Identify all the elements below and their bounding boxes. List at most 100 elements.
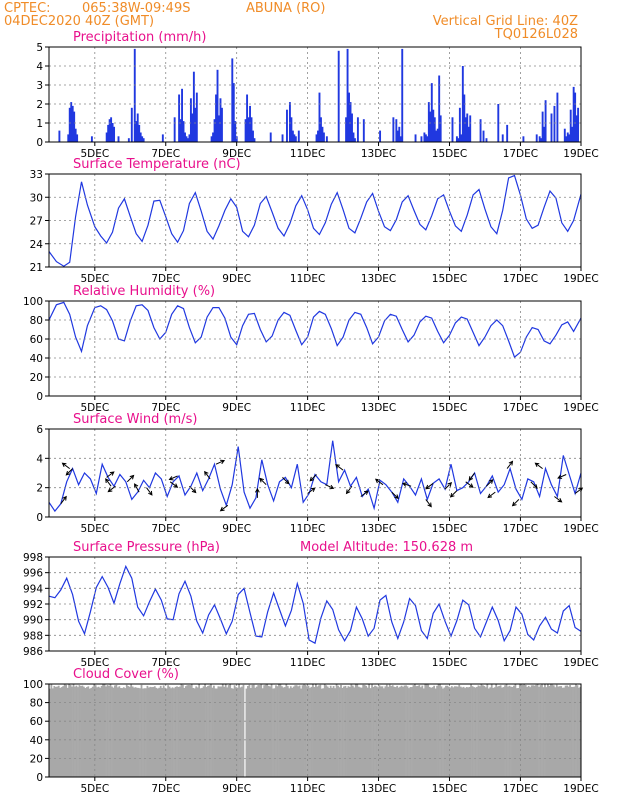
cloud-bar <box>198 684 201 777</box>
precip-bar <box>337 50 340 142</box>
cloud-bar <box>168 686 171 777</box>
wind-vector <box>189 485 197 494</box>
cloud-bar <box>402 686 404 777</box>
cloud-bar <box>338 687 341 777</box>
y-tick-label: 40 <box>30 735 43 747</box>
cloud-bar <box>461 687 464 777</box>
precip-bar <box>213 119 216 142</box>
cloud-bar <box>520 684 523 777</box>
x-tick-label: 7DEC <box>151 783 180 795</box>
y-tick-label: 994 <box>23 583 43 595</box>
precip-bar <box>436 128 439 142</box>
precip-bar <box>70 102 73 142</box>
cloud-bar <box>399 686 402 777</box>
precip-bar <box>281 134 284 142</box>
precip-bar <box>130 107 133 142</box>
cloud-bar <box>232 688 235 777</box>
cloud-bar <box>257 685 260 777</box>
x-tick-label: 11DEC <box>290 657 325 669</box>
cloud-bar <box>226 687 229 777</box>
cloud-bar <box>298 685 301 777</box>
precip-bar <box>317 130 319 142</box>
precip-bar <box>315 134 318 142</box>
cloud-bar <box>105 686 107 777</box>
cloud-bar <box>576 685 579 777</box>
cloud-bar <box>150 687 153 777</box>
precip-bar <box>463 94 466 142</box>
x-tick-label: 5DEC <box>80 783 109 795</box>
x-tick-label: 13DEC <box>361 783 396 795</box>
cloud-bar <box>465 687 468 777</box>
cloud-bar <box>532 685 535 777</box>
panel-frame <box>48 428 582 518</box>
precip-bar <box>398 126 401 142</box>
precip-bar <box>325 136 328 142</box>
cloud-bar <box>214 688 217 777</box>
precip-bar <box>187 138 189 142</box>
precip-bar <box>432 109 435 142</box>
cloud-bar <box>266 684 269 777</box>
cloud-bar <box>202 686 205 777</box>
precip-bar <box>467 126 470 142</box>
cloud-bar <box>239 687 242 777</box>
cloud-bar <box>479 686 481 777</box>
cloud-bar <box>456 686 459 777</box>
wind-vector <box>169 481 179 488</box>
wind-vector <box>468 472 475 482</box>
cloud-bar <box>190 684 193 777</box>
x-tick-label: 17DEC <box>503 523 538 535</box>
cloud-bar <box>91 686 94 777</box>
y-tick-label: 40 <box>30 353 43 365</box>
cloud-bar <box>381 686 384 777</box>
cloud-bar <box>414 684 416 777</box>
precip-bar <box>210 136 213 142</box>
x-tick-label: 5DEC <box>80 523 109 535</box>
x-tick-label: 17DEC <box>503 402 538 414</box>
panel-bg <box>49 429 581 517</box>
precip-bar <box>322 132 325 142</box>
cloud-bar <box>377 687 379 777</box>
precip-bar <box>541 111 544 142</box>
cloud-bar <box>573 686 576 777</box>
cloud-bar <box>121 688 124 777</box>
cloud-bar <box>49 688 51 777</box>
cloud-bar <box>97 686 100 777</box>
precip-bar <box>195 92 198 142</box>
precip-bar <box>497 104 500 142</box>
cloud-bar <box>539 685 542 777</box>
cloud-bar <box>69 684 72 777</box>
wind-vector <box>425 499 432 508</box>
cloud-bar <box>56 686 59 777</box>
cloud-bar <box>480 684 483 777</box>
wind-vector <box>168 475 178 481</box>
cloud-bar <box>128 686 131 777</box>
precip-bar <box>460 134 463 142</box>
precip-bar <box>68 107 71 142</box>
cloud-bar <box>403 685 406 777</box>
cloud-bar <box>363 684 366 777</box>
cloud-bar <box>102 684 104 777</box>
cloud-bar <box>416 685 419 777</box>
cloud-bar <box>375 686 378 777</box>
y-tick-label: 0 <box>36 391 43 403</box>
cloud-bar <box>551 684 554 777</box>
wind-vector <box>307 487 316 494</box>
cloud-bar <box>521 684 524 777</box>
cloud-bar <box>170 688 172 777</box>
wind-vector <box>486 479 494 487</box>
cloud-bar <box>486 684 489 777</box>
cloud-bar <box>433 685 435 777</box>
cloud-bar <box>561 687 564 777</box>
precip-bar <box>253 138 256 142</box>
cloud-bar <box>566 685 568 777</box>
precip-bar <box>181 88 183 142</box>
precip-bar <box>543 126 546 142</box>
wind-vector <box>506 460 514 469</box>
cloud-bar <box>103 684 106 777</box>
cloud-bar <box>148 687 150 777</box>
cloud-bar <box>320 688 323 777</box>
cloud-bar <box>391 685 394 777</box>
x-tick-label: 15DEC <box>432 783 467 795</box>
cloud-bar <box>554 687 557 777</box>
cloud-bar <box>179 686 181 777</box>
